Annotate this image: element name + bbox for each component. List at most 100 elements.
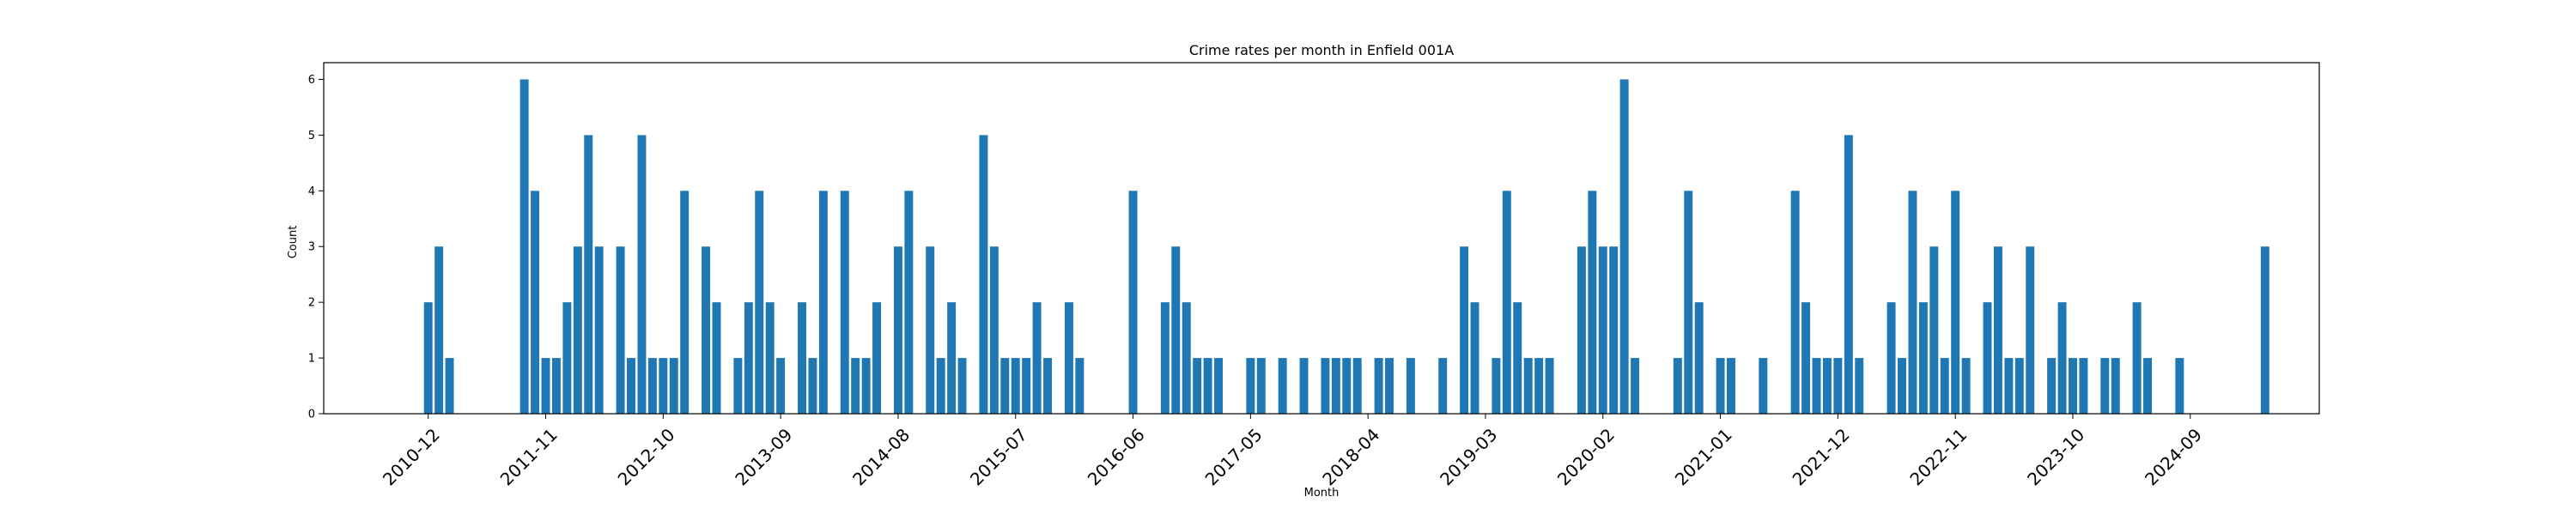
bar-2013-02 <box>702 246 711 414</box>
bar-2020-10 <box>1684 191 1693 414</box>
bar-2015-09 <box>1032 302 1042 414</box>
bar-2020-02 <box>1598 246 1607 414</box>
bar-2021-10 <box>1812 358 1821 414</box>
bar-2012-10 <box>659 358 668 414</box>
bar-2023-03 <box>1993 246 2002 414</box>
bar-2016-12 <box>1193 358 1202 414</box>
y-tick-label: 1 <box>308 353 315 366</box>
bar-2011-09 <box>519 79 529 414</box>
bar-2020-04 <box>1619 79 1629 414</box>
y-tick-label: 6 <box>308 74 315 87</box>
bar-2015-08 <box>1022 358 1031 414</box>
bar-2011-11 <box>541 358 550 414</box>
bar-2022-06 <box>1898 358 1906 414</box>
bar-2018-06 <box>1385 358 1394 414</box>
bar-2017-12 <box>1321 358 1330 414</box>
bar-2012-06 <box>616 246 625 414</box>
bar-2019-12 <box>1577 246 1586 414</box>
bar-2018-03 <box>1352 358 1362 414</box>
x-axis-label: Month <box>1304 487 1340 500</box>
bar-2013-09 <box>776 358 786 414</box>
bar-2025-04 <box>2260 246 2269 414</box>
bar-2023-11 <box>2079 358 2088 414</box>
bar-2022-01 <box>1844 135 1853 414</box>
bar-2022-05 <box>1886 302 1896 414</box>
bar-2019-02 <box>1470 302 1479 414</box>
bar-2021-01 <box>1716 358 1725 414</box>
bar-2020-05 <box>1631 358 1640 414</box>
bar-2014-04 <box>851 358 860 414</box>
bar-2014-09 <box>904 191 914 414</box>
bar-2014-06 <box>872 302 882 414</box>
bar-2017-05 <box>1246 358 1255 414</box>
bar-2015-07 <box>1011 358 1020 414</box>
bar-2023-10 <box>2069 358 2077 414</box>
bar-2014-05 <box>861 358 871 414</box>
bar-2018-11 <box>1438 358 1448 414</box>
bar-2015-02 <box>957 358 967 414</box>
bar-2020-01 <box>1588 191 1597 414</box>
bar-2012-04 <box>594 246 604 414</box>
bar-2011-10 <box>531 191 540 414</box>
bar-2021-02 <box>1727 358 1735 414</box>
bar-2013-06 <box>744 302 753 414</box>
bar-2012-07 <box>627 358 635 414</box>
bar-2018-02 <box>1342 358 1352 414</box>
bar-2010-12 <box>423 302 433 414</box>
bar-2017-02 <box>1214 358 1224 414</box>
plot-frame <box>323 62 2320 415</box>
bar-2024-08 <box>2175 358 2184 414</box>
bar-2024-02 <box>2111 358 2120 414</box>
bar-2021-12 <box>1833 358 1843 414</box>
bar-2013-07 <box>755 191 764 414</box>
bar-2020-03 <box>1609 246 1619 414</box>
bar-2021-05 <box>1759 358 1768 414</box>
bars-group <box>423 79 2269 414</box>
bar-2024-04 <box>2132 302 2142 414</box>
bar-2013-12 <box>808 358 817 414</box>
bar-2012-09 <box>647 358 657 414</box>
bar-2023-08 <box>2047 358 2057 414</box>
bar-2019-09 <box>1545 358 1554 414</box>
y-tick-label: 3 <box>308 241 315 254</box>
bar-2021-08 <box>1790 191 1800 414</box>
bar-2023-02 <box>1983 302 1992 414</box>
y-tick-label: 5 <box>308 130 315 142</box>
bar-2016-06 <box>1128 191 1138 414</box>
bar-2016-09 <box>1160 302 1170 414</box>
bar-2017-01 <box>1203 358 1212 414</box>
bar-2019-07 <box>1523 358 1533 414</box>
chart-title: Crime rates per month in Enfield 001A <box>1189 42 1454 58</box>
bar-2023-09 <box>2057 302 2067 414</box>
bar-2020-11 <box>1694 302 1704 414</box>
bar-2013-03 <box>712 302 721 414</box>
bar-2019-06 <box>1513 302 1522 414</box>
bar-2014-08 <box>893 246 902 414</box>
bar-2014-12 <box>936 358 945 414</box>
bar-2016-10 <box>1171 246 1181 414</box>
bar-2012-08 <box>637 135 647 414</box>
bar-2017-08 <box>1278 358 1287 414</box>
bar-2012-02 <box>573 246 582 414</box>
bar-2018-08 <box>1406 358 1415 414</box>
bar-2022-11 <box>1951 191 1960 414</box>
bar-2022-02 <box>1855 358 1864 414</box>
bar-2022-10 <box>1940 358 1949 414</box>
bar-2024-01 <box>2100 358 2110 414</box>
bar-2012-12 <box>680 191 690 414</box>
bar-2014-03 <box>840 191 849 414</box>
bar-2015-06 <box>1000 358 1010 414</box>
bar-2022-12 <box>1961 358 1971 414</box>
bar-2023-04 <box>2004 358 2014 414</box>
bar-2022-08 <box>1918 302 1928 414</box>
y-tick-label: 4 <box>308 185 315 198</box>
bar-2024-05 <box>2143 358 2153 414</box>
y-tick-label: 2 <box>308 297 315 310</box>
bar-2019-04 <box>1492 358 1501 414</box>
y-tick-label: 0 <box>308 409 315 421</box>
bar-2013-05 <box>733 358 743 414</box>
y-axis-label: Count <box>287 226 300 259</box>
bar-2012-11 <box>669 358 678 414</box>
bar-2015-05 <box>989 246 999 414</box>
bar-2013-08 <box>765 302 775 414</box>
